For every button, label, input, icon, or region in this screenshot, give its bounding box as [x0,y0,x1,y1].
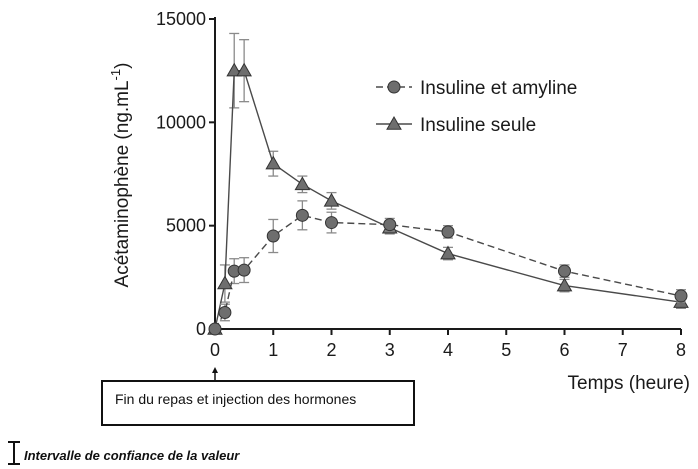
legend-label: Insuline et amyline [420,78,577,99]
y-axis-title-exponent: -1 [108,69,123,81]
series-layer [207,32,689,336]
data-point [295,208,309,222]
data-point [440,245,456,260]
y-tick-label: 5000 [166,216,206,236]
data-point [674,289,688,303]
error-bar-icon [8,441,20,465]
data-point [237,263,251,277]
legend: Insuline et amyline Insuline seule [376,78,577,136]
y-axis-title: Acétaminophène (ng.mL-1) [108,63,133,288]
x-tick-label: 1 [268,340,278,360]
data-point [294,176,311,191]
data-point [323,192,340,207]
series-insuline-et-amyline [208,200,688,336]
confidence-interval-text: Intervalle de confiance de la valeur [24,448,240,463]
data-point [265,155,282,170]
x-axis-ticks: 0 1 2 3 4 5 6 7 8 [210,329,686,360]
axes [214,17,681,330]
data-point [441,225,455,239]
data-point [325,216,338,230]
arrow-head [212,367,218,373]
legend-item: Insuline et amyline [376,78,577,99]
data-point [386,115,402,130]
data-point [556,277,573,292]
data-point [226,62,243,77]
x-tick-label: 0 [210,340,220,360]
data-point [558,264,571,278]
x-axis-title: Temps (heure) [568,373,691,394]
annotation-text: Fin du repas et injection des hormones [115,391,357,407]
x-tick-label: 2 [326,340,336,360]
y-tick-label: 0 [196,319,206,339]
x-tick-label: 4 [443,340,453,360]
data-point [387,80,401,94]
data-point [236,62,252,77]
x-tick-label: 7 [618,340,628,360]
y-tick-label: 15000 [156,9,206,29]
x-tick-label: 3 [385,340,395,360]
y-axis-title-close: ) [112,63,133,69]
legend-label: Insuline seule [420,115,536,136]
series-line [214,69,682,330]
y-axis-title-main: Acétaminophène (ng.mL [112,80,133,287]
data-point [208,322,222,336]
x-tick-label: 5 [501,340,511,360]
injection-arrow-icon [212,367,218,381]
x-tick-label: 8 [676,340,686,360]
legend-item: Insuline seule [376,115,536,136]
data-point [266,229,280,243]
x-tick-label: 6 [559,340,569,360]
data-point [218,305,232,319]
y-tick-label: 10000 [156,112,206,132]
y-axis-ticks: 0 5000 10000 15000 [156,9,215,339]
data-point [383,218,397,232]
annotation-box: Fin du repas et injection des hormones [101,380,415,426]
data-point [217,275,233,290]
series-line [214,214,682,330]
